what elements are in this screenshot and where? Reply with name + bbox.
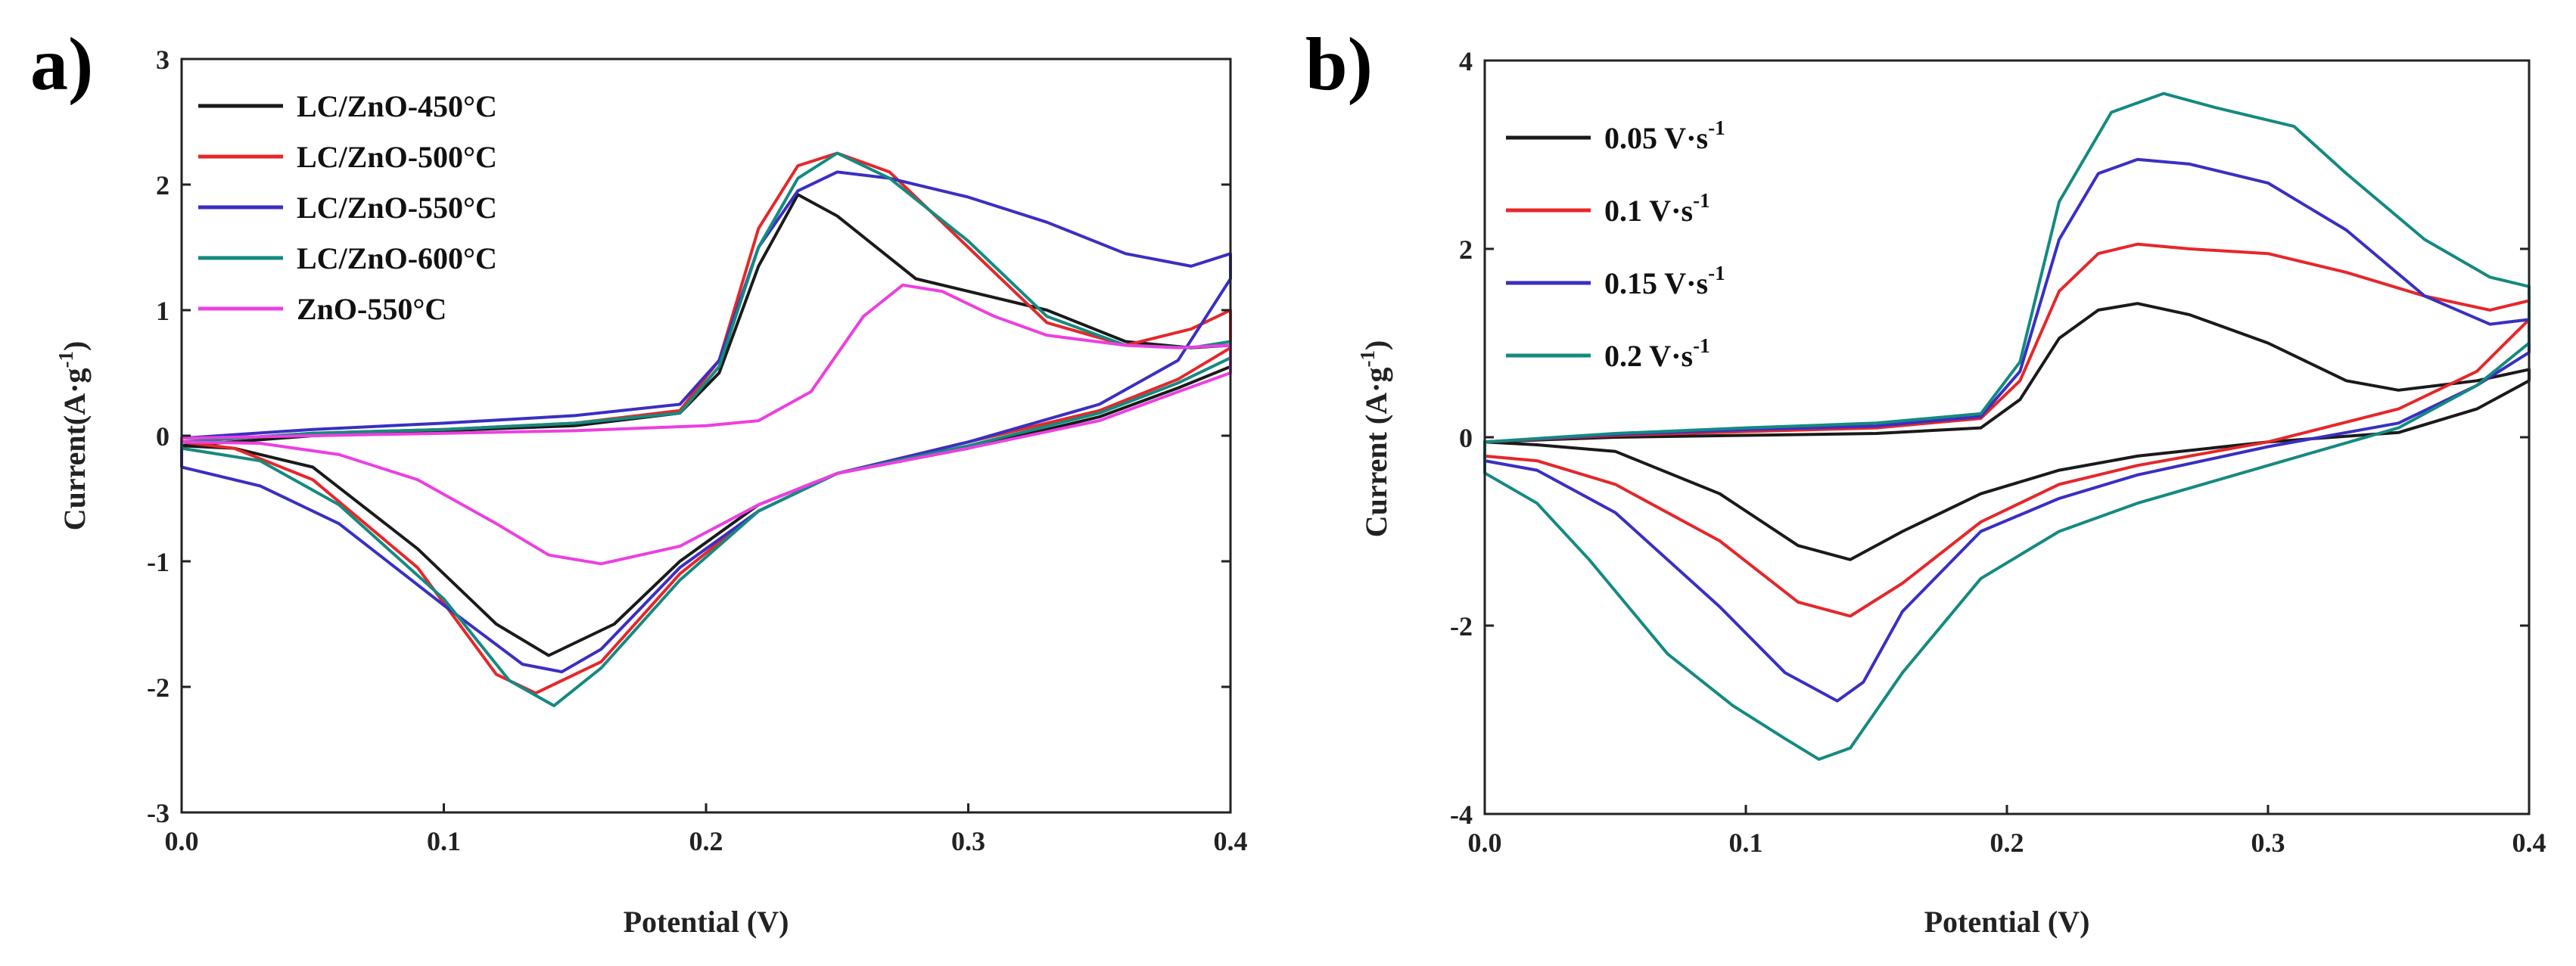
panel-b-legend: 0.05 V·s-1 0.1 V·s-1 0.15 V·s-1 0.2 V·s-1 xyxy=(1506,116,1725,373)
panel-a-legend: LC/ZnO-450°C LC/ZnO-500°C LC/ZnO-550°C LC/Z… xyxy=(198,89,497,326)
panel-a-x-tick-label: 0.2 xyxy=(689,826,723,856)
panel-a-x-tick-label: 0.1 xyxy=(427,826,461,856)
panel-a-legend-label-5: ZnO-550°C xyxy=(297,292,446,326)
panel-a-y-tick-label: -3 xyxy=(147,798,170,828)
panel-a-y-tick-label: 2 xyxy=(156,170,170,200)
panel-a-y-axis-title-close: ) xyxy=(58,341,92,351)
panel-b-label: b) xyxy=(1305,22,1373,106)
panel-a-y-axis-title-main: Current(A·g xyxy=(58,368,92,531)
panel-b-x-tick-label: 0.3 xyxy=(2251,828,2285,858)
panel-b-y-tick-label: 0 xyxy=(1459,423,1473,453)
panel-b-x-tick-label: 0.1 xyxy=(1729,828,1763,858)
panel-a-y-tick-label: 0 xyxy=(156,421,170,452)
panel-b-x-tick-label: 0.2 xyxy=(1990,828,2024,858)
panel-b-y-ticks: -4 -2 0 2 4 xyxy=(1450,46,2529,830)
panel-b-legend-label-3: 0.15 V·s-1 xyxy=(1604,262,1725,300)
panel-b-x-tick-label: 0.0 xyxy=(1468,828,1502,858)
panel-a-legend-label-4: LC/ZnO-600°C xyxy=(297,241,497,275)
panel-a-x-tick-label: 0.4 xyxy=(1214,826,1248,856)
panel-b-series-4-line xyxy=(1483,92,2531,761)
panel-a-legend-label-2: LC/ZnO-500°C xyxy=(297,140,497,174)
panel-a-legend-label-1: LC/ZnO-450°C xyxy=(297,89,497,123)
panel-b-y-tick-label: -2 xyxy=(1450,611,1473,641)
panel-b-y-axis-title: Current (A·g-1) xyxy=(1356,340,1393,538)
panel-a-y-axis-title: Current(A·g-1) xyxy=(54,341,92,531)
panel-a-legend-label-3: LC/ZnO-550°C xyxy=(297,191,497,225)
panel-a-y-tick-label: -1 xyxy=(147,547,170,577)
panel-b-y-axis-title-sup: -1 xyxy=(1356,350,1379,368)
panel-b-y-tick-label: 4 xyxy=(1459,46,1473,76)
panel-b-x-tick-label: 0.4 xyxy=(2512,828,2546,858)
panel-a: a) -3 -2 -1 0 1 2 3 0.0 0.1 0.2 0.3 0.4 Potential … xyxy=(30,22,1248,939)
panel-b-y-tick-label: -4 xyxy=(1450,800,1473,830)
panel-a-curves xyxy=(180,151,1232,707)
panel-b-x-axis-title: Potential (V) xyxy=(1924,905,2090,939)
panel-a-y-ticks: -3 -2 -1 0 1 2 3 xyxy=(147,45,1230,828)
panel-b-y-axis-title-main: Current (A·g xyxy=(1359,368,1393,538)
panel-b-x-ticks: 0.0 0.1 0.2 0.3 0.4 xyxy=(1468,805,2546,858)
panel-a-x-tick-label: 0.3 xyxy=(951,826,985,856)
panel-b-legend-label-1: 0.05 V·s-1 xyxy=(1604,116,1725,155)
panel-b: b) -4 -2 0 2 4 0.0 0.1 0.2 0.3 0.4 Potential (V)… xyxy=(1305,22,2546,939)
panel-a-x-ticks: 0.0 0.1 0.2 0.3 0.4 xyxy=(165,803,1248,856)
panel-a-x-tick-label: 0.0 xyxy=(165,826,199,856)
panel-a-y-tick-label: 3 xyxy=(156,45,170,75)
panel-b-legend-label-4: 0.2 V·s-1 xyxy=(1604,334,1710,373)
panel-a-y-tick-label: 1 xyxy=(156,296,170,326)
panel-a-x-axis-title: Potential (V) xyxy=(624,905,789,939)
panel-b-y-axis-title-close: ) xyxy=(1359,340,1393,350)
panel-a-y-tick-label: -2 xyxy=(147,672,170,703)
panel-a-label: a) xyxy=(30,22,93,106)
panel-a-y-axis-title-sup: -1 xyxy=(54,351,77,368)
panel-b-y-tick-label: 2 xyxy=(1459,235,1473,265)
panel-b-series-3-line xyxy=(1483,157,2531,703)
panel-b-legend-label-2: 0.1 V·s-1 xyxy=(1604,189,1710,228)
